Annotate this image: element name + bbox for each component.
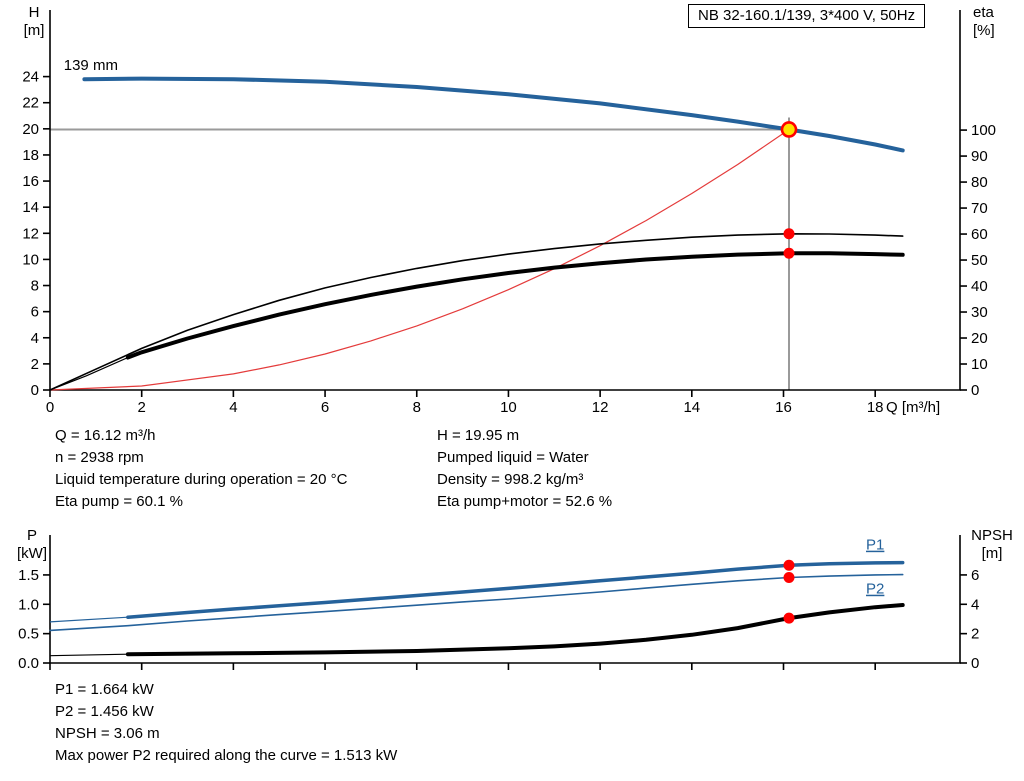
result-p2: P2 = 1.456 kW [55,703,154,720]
h-axis-label-line2: [m] [23,22,45,39]
y-left-tick-label: 14 [22,199,39,216]
curve-value-marker [783,228,795,240]
operating-info-left: Q = 16.12 m³/h n = 2938 rpm Liquid tempe… [55,425,347,513]
system-curve [49,128,790,391]
h-axis-label: H [m] [16,4,52,40]
x-tick-label: 4 [229,399,237,416]
duty-point-marker [780,121,798,138]
y-right-tick-label: 0 [971,382,979,399]
x-tick-label: 14 [683,399,700,416]
y-right-tick-label: 30 [971,304,988,321]
y-left-tick-label: 22 [22,95,39,112]
curve-value-marker [783,559,795,571]
eta-pump-motor-curve [125,251,905,360]
npsh-curve [125,603,905,657]
annotation-p2: P2 [866,581,884,598]
p1-curve-lead [49,616,128,623]
x-tick-label: 16 [775,399,792,416]
info-density: Density = 998.2 kg/m³ [437,471,584,488]
x-tick-label: 10 [500,399,517,416]
y-left-tick-label: 6 [31,304,39,321]
npsh-curve-lead [49,653,128,657]
x-tick-label: 6 [321,399,329,416]
x-tick-label: 2 [138,399,146,416]
eta-axis-label-line2: [%] [973,22,995,39]
curve-value-marker [783,247,795,259]
p-axis-label-line2: [kW] [17,545,47,562]
npsh-axis-label: NPSH [m] [964,527,1020,563]
y-left-tick-label: 16 [22,173,39,190]
y-right-tick-label: 0 [971,655,979,672]
pump-curve-139mm [82,76,905,153]
y-right-tick-label: 80 [971,174,988,191]
curve-value-marker [783,612,795,624]
pump-model-title: NB 32-160.1/139, 3*400 V, 50Hz [688,4,926,28]
y-left-tick-label: 2 [31,356,39,373]
y-right-tick-label: 100 [971,122,996,139]
info-head: H = 19.95 m [437,427,520,444]
result-npsh: NPSH = 3.06 m [55,725,160,742]
eta-axis-label-line1: eta [973,4,994,21]
info-eta-pump: Eta pump = 60.1 % [55,493,183,510]
curve-value-marker [783,572,795,584]
y-left-tick-label: 20 [22,121,39,138]
y-right-tick-label: 60 [971,226,988,243]
y-left-tick-label: 10 [22,251,39,268]
y-left-tick-label: 0.0 [18,655,39,672]
y-left-tick-label: 24 [22,69,39,86]
eta-pump-motor-curve-lead [49,356,129,391]
y-left-tick-label: 12 [22,225,39,242]
y-right-tick-label: 40 [971,278,988,295]
info-pumped-liquid: Pumped liquid = Water [437,449,589,466]
eta-pump-curve [49,233,904,391]
y-right-tick-label: 2 [971,626,979,643]
y-left-tick-label: 0 [31,382,39,399]
h-axis-label-line1: H [28,4,40,21]
operating-info-right: H = 19.95 m Pumped liquid = Water Densit… [437,425,612,513]
y-left-tick-label: 4 [31,330,39,347]
results-block: P1 = 1.664 kW P2 = 1.456 kW NPSH = 3.06 … [55,679,397,767]
y-right-tick-label: 20 [971,330,988,347]
y-right-tick-label: 4 [971,596,979,613]
result-max-p2: Max power P2 required along the curve = … [55,747,398,764]
y-right-tick-label: 6 [971,567,979,584]
y-left-tick-label: 0.5 [18,626,39,643]
info-speed: n = 2938 rpm [55,449,144,466]
npsh-axis-label-line2: [m] [981,545,1003,562]
p1-curve [126,560,905,619]
result-p1: P1 = 1.664 kW [55,681,154,698]
y-left-tick-label: 18 [22,147,39,164]
npsh-axis-label-line1: NPSH [971,527,1013,544]
q-axis-label: Q [m³/h] [886,399,941,416]
y-left-tick-label: 1.0 [18,596,39,613]
x-tick-label: 8 [413,399,421,416]
y-right-tick-label: 90 [971,148,988,165]
info-liquid-temperature: Liquid temperature during operation = 20… [55,471,348,488]
p-axis-label-line1: P [26,527,37,544]
y-left-tick-label: 1.5 [18,567,39,584]
y-right-tick-label: 70 [971,200,988,217]
annotation-139-mm: 139 mm [64,57,118,74]
eta-axis-label: eta [%] [973,4,995,40]
y-left-tick-label: 8 [31,278,39,295]
y-right-tick-label: 50 [971,252,988,269]
x-tick-label: 18 [867,399,884,416]
y-right-tick-label: 10 [971,356,988,373]
info-eta-pump-motor: Eta pump+motor = 52.6 % [437,493,613,510]
info-flow: Q = 16.12 m³/h [55,427,156,444]
p-axis-label: P [kW] [10,527,54,563]
annotation-p1: P1 [866,537,884,554]
x-tick-label: 0 [46,399,54,416]
x-tick-label: 12 [592,399,609,416]
